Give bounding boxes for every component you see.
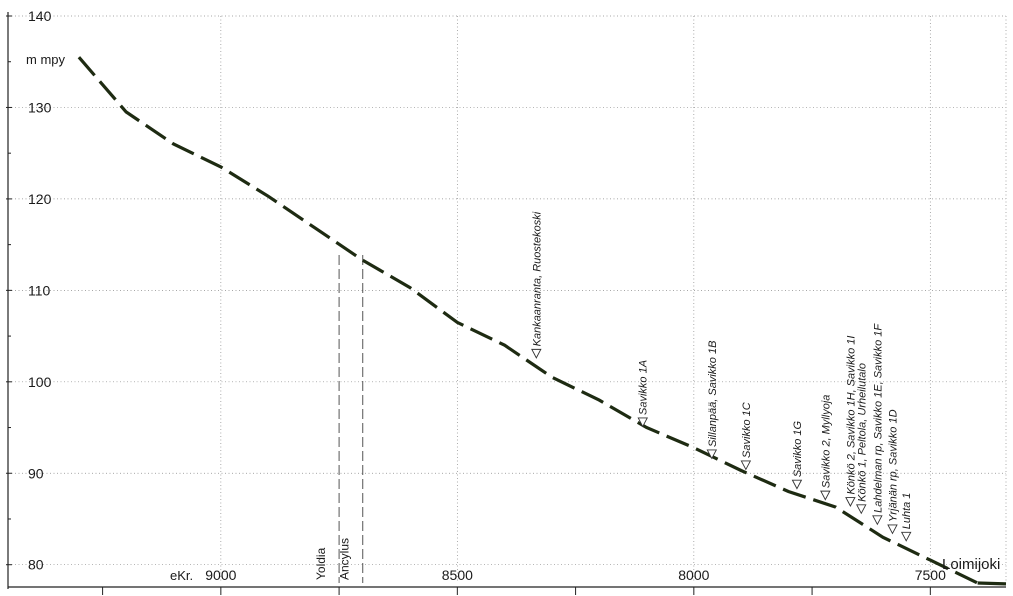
site-marker [637,417,648,428]
site-marker-group: Savikko 1G [791,420,804,490]
shoreline-label: Ancylus [338,538,352,580]
site-marker [791,479,803,490]
site-label: Savikko 1C [741,402,753,458]
elevation-line [77,56,979,585]
end-label: Loimijoki [942,556,1000,573]
site-marker-group: Sillanpää, Savikko 1B [706,341,719,460]
site-marker-group: Savikko 2, Myllyoja [820,395,832,501]
site-label: Savikko 2, Myllyoja [820,395,832,489]
labels: m mpy eKr. Loimijoki [26,52,1000,583]
site-label: Luhta 1 [901,493,913,530]
y-axis-title: m mpy [26,52,66,67]
site-label: Kankaanranta, Ruostekoski [531,211,543,346]
site-marker [820,490,831,501]
site-marker [900,531,912,542]
y-tick-label: 100 [28,374,52,390]
site-marker [887,524,898,535]
y-tick-label: 90 [28,465,44,481]
site-marker [856,504,867,515]
site-marker-group: Könkö 2, Savikko 1H, Savikko 1I [845,336,857,507]
site-marker-group: Yrjänän rp, Savikko 1D [887,409,899,535]
site-marker-group: Savikko 1C [740,402,753,471]
y-tick-label: 110 [28,282,51,298]
site-marker-group: Luhta 1 [900,493,913,542]
y-tick-label: 120 [28,191,52,207]
end-segment [977,581,1007,586]
site-marker [706,449,718,460]
x-tick-label: 7500 [915,567,946,583]
series [77,56,1007,586]
site-label: Savikko 1G [792,420,804,477]
site-marker-group: Könkö 1, Peltola, Urheilutalo [856,363,868,515]
site-marker-group: Savikko 1A [637,360,650,428]
site-marker [531,348,542,359]
shoreline-label: Yoldia [314,547,328,580]
grid [8,15,1007,583]
site-marker [740,460,752,471]
site-label: Savikko 1A [638,360,650,415]
x-tick-label: 9000 [205,567,236,583]
axes: 80 90 100 110 120 130 140 9000 8500 8000 7500 [6,8,1006,595]
y-tick-label: 140 [28,8,52,24]
site-label: Könkö 1, Peltola, Urheilutalo [856,363,868,502]
site-marker [872,515,883,526]
shorelines: Yoldia Ancylus [314,255,364,583]
site-label: Könkö 2, Savikko 1H, Savikko 1I [845,336,857,495]
y-tick-label: 80 [28,557,44,573]
x-tick-label: 8500 [442,567,473,583]
site-marker-group: Lahdelman rp, Savikko 1E, Savikko 1F [872,323,884,526]
sites: Kankaanranta, Ruostekoski Savikko 1A Silla… [531,211,913,542]
site-label: Sillanpää, Savikko 1B [707,341,719,447]
site-label: Yrjänän rp, Savikko 1D [887,409,899,522]
site-marker [845,497,856,507]
site-marker-group: Kankaanranta, Ruostekoski [531,211,543,359]
x-tick-label: 8000 [678,567,709,583]
x-axis-prefix: eKr. [170,568,193,583]
site-label: Lahdelman rp, Savikko 1E, Savikko 1F [872,323,884,513]
y-tick-label: 130 [28,99,52,115]
